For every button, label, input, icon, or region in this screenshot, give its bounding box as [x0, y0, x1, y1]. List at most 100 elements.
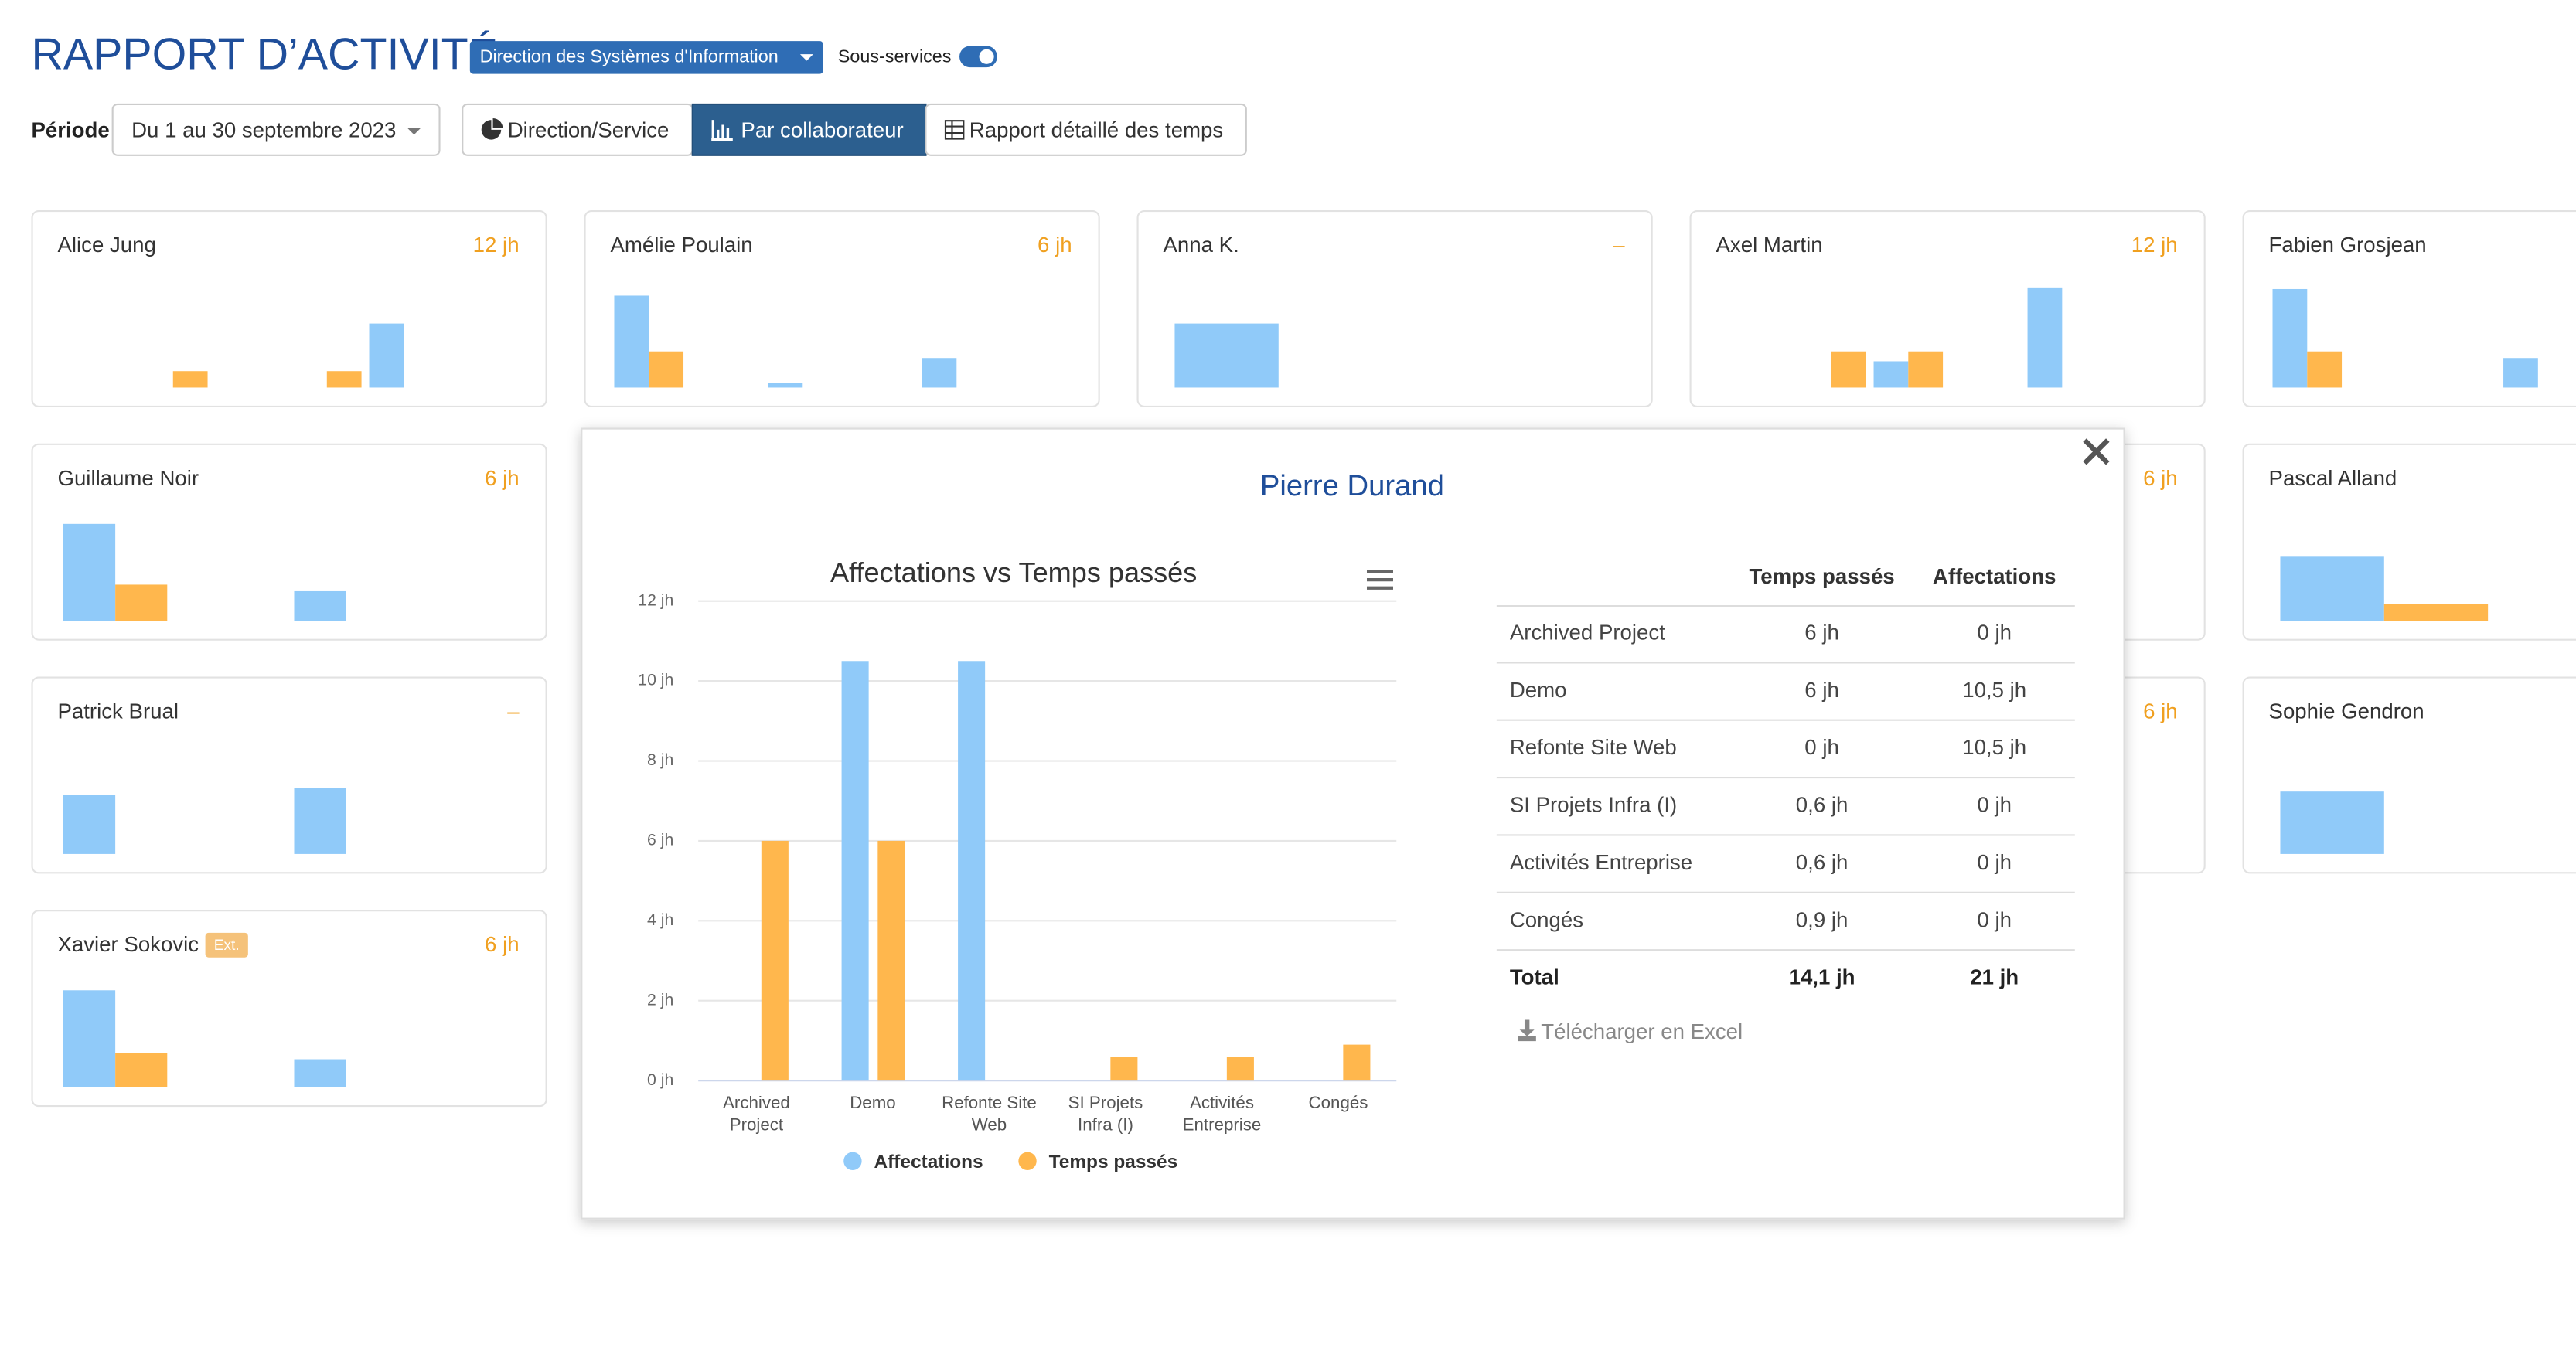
- card-total: 6 jh: [485, 932, 520, 956]
- y-tick-label: 10 jh: [638, 671, 673, 689]
- x-tick-label: Archived Project: [723, 1093, 790, 1135]
- chart-menu[interactable]: [1366, 570, 1393, 590]
- card-bg: [31, 676, 547, 874]
- badge: Ext.: [214, 938, 240, 954]
- x-tick-line: Demo: [850, 1093, 895, 1112]
- table-row-label: Activités Entreprise: [1510, 850, 1692, 874]
- card[interactable]: Axel Martin 12 jh: [1689, 209, 2206, 407]
- x-tick-label: Refonte Site Web: [942, 1093, 1037, 1135]
- card-name: Anna K.: [1164, 233, 1239, 257]
- table-header: Temps passés: [1749, 564, 1894, 588]
- mini-bar: [294, 1059, 346, 1087]
- select-box[interactable]: [111, 103, 441, 156]
- select-value[interactable]: Du 1 au 30 septembre 2023: [131, 117, 396, 141]
- x-tick-label: Demo: [850, 1093, 895, 1112]
- view-buttons: Direction/Service Par collaborateur Rapp…: [462, 103, 1247, 156]
- period-select[interactable]: Du 1 au 30 septembre 2023: [111, 103, 441, 156]
- table-cell: 0 jh: [1804, 735, 1839, 759]
- mini-bar: [172, 371, 208, 388]
- card[interactable]: Anna K. –: [1136, 209, 1653, 407]
- x-tick-line: Congés: [1309, 1093, 1368, 1112]
- bar: [877, 840, 905, 1081]
- card[interactable]: Xavier Sokovic Ext. 6 jh: [31, 910, 547, 1108]
- card-name: Sophie Gendron: [2269, 699, 2424, 723]
- card-name: Fabien Grosjean: [2269, 233, 2427, 257]
- card-name: Xavier Sokovic: [57, 932, 199, 956]
- card-bg: [584, 209, 1100, 407]
- table-cell: 6 jh: [1804, 678, 1839, 702]
- bar: [841, 661, 869, 1081]
- y-tick-label: 12 jh: [638, 590, 673, 609]
- y-tick-label: 8 jh: [647, 750, 673, 769]
- dropdown-bg[interactable]: [469, 41, 823, 74]
- mini-bar: [2280, 556, 2384, 621]
- department-dropdown[interactable]: Direction des Systèmes d'Information: [469, 41, 823, 74]
- card[interactable]: Patrick Brual –: [31, 676, 547, 874]
- card[interactable]: Fabien Grosjean: [2242, 209, 2576, 407]
- bar: [761, 840, 789, 1081]
- table-cell: 0 jh: [1977, 793, 2012, 817]
- table-icon: [944, 120, 965, 140]
- table-cell: 0,9 jh: [1796, 907, 1849, 931]
- view-label[interactable]: Direction/Service: [508, 117, 670, 141]
- view-button[interactable]: [925, 103, 1247, 156]
- dropdown-label[interactable]: Direction des Systèmes d'Information: [480, 46, 779, 66]
- view-label[interactable]: Rapport détaillé des temps: [969, 117, 1223, 141]
- table-total: 14,1 jh: [1789, 965, 1855, 989]
- download-icon: [1518, 1019, 1536, 1042]
- mini-bar: [1908, 351, 1944, 388]
- table-row-label: Congés: [1510, 907, 1583, 931]
- legend-label: Affectations: [874, 1152, 983, 1172]
- table-total: Total: [1510, 965, 1559, 989]
- subservices-label: Sous-services: [838, 46, 952, 66]
- card[interactable]: Alice Jung 12 jh: [31, 209, 547, 407]
- card[interactable]: Amélie Poulain 6 jh: [584, 209, 1100, 407]
- pie-icon: [481, 117, 503, 140]
- x-tick-line: Web: [972, 1114, 1007, 1134]
- close-button[interactable]: [2083, 438, 2110, 465]
- mini-bar: [2280, 791, 2384, 854]
- card[interactable]: Sophie Gendron: [2242, 676, 2576, 874]
- download-link[interactable]: Télécharger en Excel: [1541, 1019, 1743, 1043]
- card-total: 6 jh: [2143, 699, 2178, 723]
- card-name: Patrick Brual: [57, 699, 179, 723]
- view-button-active[interactable]: [691, 103, 927, 156]
- bar: [1110, 1057, 1138, 1081]
- mini-bar: [63, 990, 116, 1087]
- card-name: Amélie Poulain: [610, 233, 752, 257]
- mini-bar: [2503, 358, 2538, 388]
- view-label[interactable]: Par collaborateur: [741, 117, 903, 141]
- table-cell: 0,6 jh: [1796, 793, 1849, 817]
- table-row-label: Archived Project: [1510, 620, 1665, 644]
- mini-bar: [2272, 288, 2308, 388]
- mini-bar: [63, 523, 116, 621]
- legend-marker: [1018, 1152, 1037, 1170]
- table-cell: 0 jh: [1977, 850, 2012, 874]
- y-tick-label: 2 jh: [647, 990, 673, 1009]
- toggle-knob: [979, 49, 994, 64]
- subservices-toggle[interactable]: [959, 46, 997, 68]
- select-caret: [407, 128, 421, 135]
- table-header: Affectations: [1933, 564, 2056, 588]
- dropdown-caret: [799, 54, 813, 61]
- x-tick-label: SI Projets Infra (I): [1068, 1093, 1143, 1135]
- mini-bar: [1174, 323, 1279, 388]
- card-total: 6 jh: [485, 466, 520, 490]
- mini-bar: [2383, 604, 2489, 621]
- table-cell: 0,6 jh: [1796, 850, 1849, 874]
- bar: [958, 661, 986, 1081]
- x-tick-line: Entreprise: [1183, 1114, 1262, 1134]
- mini-bar: [768, 383, 803, 388]
- card-name: Alice Jung: [57, 233, 155, 257]
- card[interactable]: Pascal Alland: [2242, 443, 2576, 641]
- table-row-label: Demo: [1510, 678, 1567, 702]
- x-tick-line: Activités: [1190, 1093, 1254, 1112]
- legend-label: Temps passés: [1049, 1152, 1178, 1172]
- chart-title: Affectations vs Temps passés: [830, 556, 1197, 588]
- table-cell: 6 jh: [1804, 620, 1839, 644]
- popup: Pierre Durand Affectations vs Temps pass…: [581, 427, 2125, 1220]
- card[interactable]: Guillaume Noir 6 jh: [31, 443, 547, 641]
